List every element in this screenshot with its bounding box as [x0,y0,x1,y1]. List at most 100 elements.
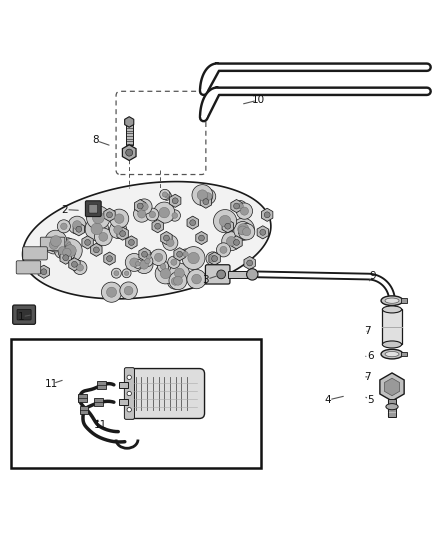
Circle shape [192,184,213,206]
Circle shape [120,282,137,300]
Circle shape [114,214,124,223]
Circle shape [236,203,253,219]
Circle shape [114,271,119,276]
Circle shape [99,232,108,241]
Polygon shape [161,231,172,245]
Circle shape [172,213,178,219]
Circle shape [203,199,209,205]
Circle shape [41,269,47,274]
Circle shape [171,277,179,285]
Circle shape [209,269,220,279]
Circle shape [155,253,162,261]
Text: 3: 3 [202,274,209,285]
FancyBboxPatch shape [205,265,230,284]
Circle shape [165,193,169,198]
Polygon shape [38,265,49,278]
Text: 2: 2 [61,205,68,215]
Bar [97,381,106,389]
Circle shape [220,246,227,253]
Circle shape [77,264,84,271]
Bar [11,339,261,468]
Text: 11: 11 [45,379,58,389]
FancyBboxPatch shape [89,204,98,213]
Circle shape [222,232,240,251]
Circle shape [170,263,189,283]
Bar [94,398,103,406]
Polygon shape [380,373,404,401]
Circle shape [155,223,161,229]
Circle shape [45,230,67,252]
Circle shape [233,239,240,245]
Circle shape [238,204,244,209]
Circle shape [106,256,113,262]
Circle shape [206,252,219,265]
Circle shape [91,223,102,235]
Circle shape [63,255,69,261]
Text: 1: 1 [18,312,25,322]
Circle shape [124,271,129,276]
FancyBboxPatch shape [23,247,47,260]
Circle shape [154,202,175,223]
Circle shape [122,269,131,278]
Circle shape [225,223,231,229]
Circle shape [65,241,71,247]
Circle shape [188,252,199,264]
Polygon shape [187,216,198,229]
Polygon shape [209,252,220,265]
Ellipse shape [381,296,403,305]
Ellipse shape [386,403,398,410]
Circle shape [146,208,159,221]
Circle shape [87,206,110,230]
Circle shape [110,209,129,228]
Circle shape [172,198,178,204]
Polygon shape [73,223,85,236]
Circle shape [49,240,59,249]
Circle shape [187,270,206,289]
Circle shape [138,210,146,218]
FancyBboxPatch shape [40,237,65,251]
Circle shape [92,212,104,224]
Circle shape [106,287,117,297]
Circle shape [209,255,216,262]
Circle shape [173,276,183,285]
Circle shape [168,256,180,269]
Circle shape [127,391,131,395]
Circle shape [85,239,91,245]
Circle shape [57,220,71,233]
FancyBboxPatch shape [124,368,134,419]
Polygon shape [244,256,255,270]
Polygon shape [385,378,399,395]
Circle shape [58,247,67,255]
Text: 6: 6 [367,351,374,361]
Circle shape [183,252,188,256]
Circle shape [177,251,183,257]
Circle shape [171,259,177,265]
Circle shape [73,221,81,230]
FancyBboxPatch shape [17,310,31,320]
Circle shape [180,249,191,259]
Circle shape [157,261,169,272]
Circle shape [166,239,174,247]
Circle shape [93,247,99,253]
Circle shape [128,239,134,245]
Circle shape [192,274,201,284]
Circle shape [247,269,258,280]
Circle shape [76,227,82,232]
Circle shape [137,199,152,214]
Circle shape [232,218,254,240]
Polygon shape [125,117,134,127]
Circle shape [162,192,167,197]
Circle shape [197,191,211,205]
Circle shape [235,200,246,212]
Circle shape [45,236,63,254]
Polygon shape [117,227,128,240]
Text: 11: 11 [94,420,107,430]
Polygon shape [222,220,233,233]
Circle shape [212,271,217,277]
Circle shape [144,252,154,262]
Circle shape [217,270,226,279]
FancyBboxPatch shape [126,368,205,418]
Bar [382,310,402,344]
Circle shape [145,259,150,264]
Circle shape [73,261,87,274]
